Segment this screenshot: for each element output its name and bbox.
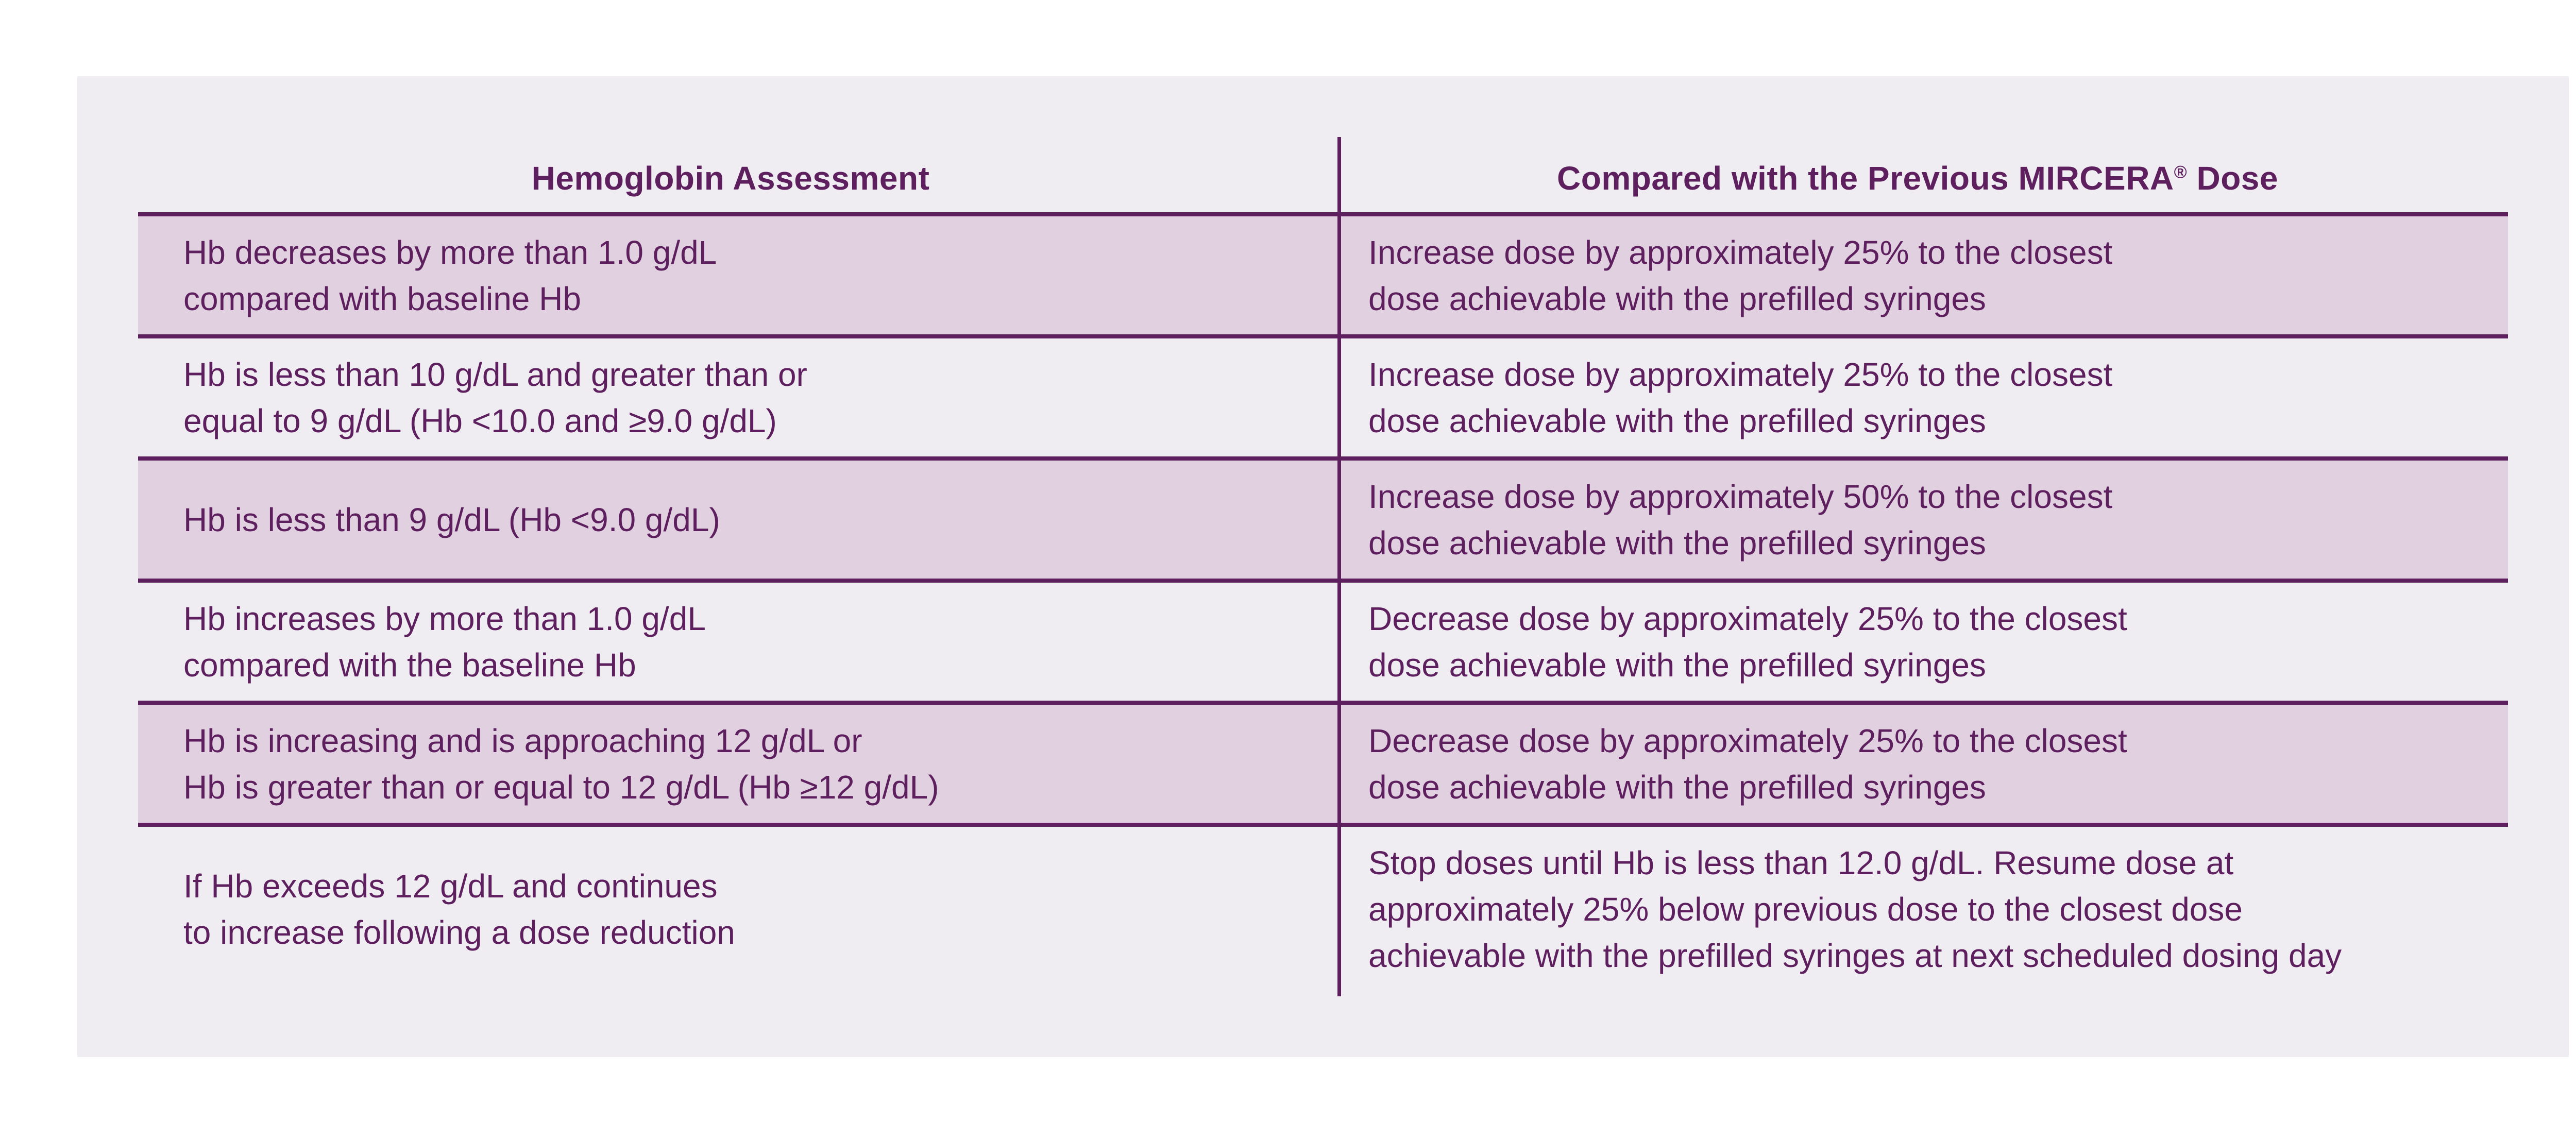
cell-line: dose achievable with the prefilled syrin… [1368, 524, 1986, 562]
cell-line: dose achievable with the prefilled syrin… [1368, 646, 1986, 684]
cell-text: Hb is less than 9 g/dL (Hb <9.0 g/dL) [183, 497, 720, 543]
table-row: Hb is less than 10 g/dL and greater than… [138, 338, 2508, 461]
dosing-table-panel: Hemoglobin Assessment Compared with the … [77, 76, 2569, 1057]
cell-line: If Hb exceeds 12 g/dL and continues [183, 868, 718, 905]
cell-line: Hb is greater than or equal to 12 g/dL (… [183, 768, 939, 806]
hemoglobin-assessment-cell: Hb is less than 9 g/dL (Hb <9.0 g/dL) [183, 461, 1312, 579]
dose-change-cell: Decrease dose by approximately 25% to th… [1368, 705, 2502, 823]
cell-text: Hb is increasing and is approaching 12 g… [183, 718, 939, 810]
table-row: Hb is increasing and is approaching 12 g… [138, 705, 2508, 827]
hemoglobin-assessment-cell: Hb is less than 10 g/dL and greater than… [183, 338, 1312, 456]
dose-change-cell: Increase dose by approximately 50% to th… [1368, 461, 2502, 579]
dose-change-cell: Stop doses until Hb is less than 12.0 g/… [1368, 827, 2502, 992]
header-right-suffix: Dose [2187, 160, 2278, 197]
cell-text: Increase dose by approximately 25% to th… [1368, 351, 2112, 444]
cell-line: Hb is increasing and is approaching 12 g… [183, 722, 862, 759]
cell-line: Decrease dose by approximately 25% to th… [1368, 600, 2127, 637]
cell-line: dose achievable with the prefilled syrin… [1368, 280, 1986, 317]
table-header-row: Hemoglobin Assessment Compared with the … [138, 137, 2508, 216]
cell-text: Decrease dose by approximately 25% to th… [1368, 718, 2127, 810]
cell-line: Increase dose by approximately 25% to th… [1368, 355, 2113, 393]
cell-text: Increase dose by approximately 25% to th… [1368, 229, 2112, 322]
cell-line: Increase dose by approximately 50% to th… [1368, 478, 2113, 515]
cell-text: Stop doses until Hb is less than 12.0 g/… [1368, 840, 2342, 979]
cell-line: achievable with the prefilled syringes a… [1368, 937, 2342, 974]
cell-line: to increase following a dose reduction [183, 914, 735, 951]
dose-change-cell: Decrease dose by approximately 25% to th… [1368, 583, 2502, 701]
cell-line: dose achievable with the prefilled syrin… [1368, 768, 1986, 806]
table-row: Hb increases by more than 1.0 g/dL compar… [138, 583, 2508, 705]
hemoglobin-assessment-cell: Hb is increasing and is approaching 12 g… [183, 705, 1312, 823]
cell-text: Increase dose by approximately 50% to th… [1368, 473, 2112, 566]
cell-line: Stop doses until Hb is less than 12.0 g/… [1368, 844, 2234, 881]
cell-line: approximately 25% below previous dose to… [1368, 891, 2243, 928]
cell-text: Decrease dose by approximately 25% to th… [1368, 596, 2127, 688]
table-row: Hb decreases by more than 1.0 g/dL compar… [138, 216, 2508, 338]
table-body: Hb decreases by more than 1.0 g/dL compar… [138, 216, 2508, 992]
hemoglobin-assessment-cell: Hb increases by more than 1.0 g/dL compar… [183, 583, 1312, 701]
cell-line: compared with baseline Hb [183, 280, 581, 317]
cell-line: Hb is less than 9 g/dL (Hb <9.0 g/dL) [183, 501, 720, 538]
cell-line: compared with the baseline Hb [183, 646, 636, 684]
header-hemoglobin-assessment: Hemoglobin Assessment [138, 137, 1323, 212]
table-row: If Hb exceeds 12 g/dL and continues to in… [138, 827, 2508, 992]
cell-line: Increase dose by approximately 25% to th… [1368, 233, 2113, 271]
dose-change-cell: Increase dose by approximately 25% to th… [1368, 338, 2502, 456]
column-divider [1337, 137, 1341, 996]
header-right-main: Compared with the Previous MIRCERA [1557, 160, 2174, 197]
cell-line: Hb is less than 10 g/dL and greater than… [183, 355, 807, 393]
cell-line: Hb increases by more than 1.0 g/dL [183, 600, 706, 637]
table-row: Hb is less than 9 g/dL (Hb <9.0 g/dL) Inc… [138, 461, 2508, 583]
header-left-text: Hemoglobin Assessment [531, 160, 930, 197]
cell-text: Hb increases by more than 1.0 g/dL compar… [183, 596, 706, 688]
cell-text: If Hb exceeds 12 g/dL and continues to in… [183, 863, 735, 956]
cell-line: equal to 9 g/dL (Hb <10.0 and ≥9.0 g/dL) [183, 402, 777, 439]
header-compared-previous-dose: Compared with the Previous MIRCERA® Dose [1327, 137, 2508, 212]
dose-change-cell: Increase dose by approximately 25% to th… [1368, 216, 2502, 334]
cell-line: dose achievable with the prefilled syrin… [1368, 402, 1986, 439]
header-right-text: Compared with the Previous MIRCERA® Dose [1557, 159, 2278, 197]
cell-line: Decrease dose by approximately 25% to th… [1368, 722, 2127, 759]
dose-adjustment-table: Hemoglobin Assessment Compared with the … [138, 137, 2508, 992]
cell-text: Hb is less than 10 g/dL and greater than… [183, 351, 807, 444]
cell-line: Hb decreases by more than 1.0 g/dL [183, 233, 717, 271]
hemoglobin-assessment-cell: If Hb exceeds 12 g/dL and continues to in… [183, 827, 1312, 992]
registered-mark: ® [2174, 162, 2188, 182]
cell-text: Hb decreases by more than 1.0 g/dL compar… [183, 229, 717, 322]
hemoglobin-assessment-cell: Hb decreases by more than 1.0 g/dL compar… [183, 216, 1312, 334]
